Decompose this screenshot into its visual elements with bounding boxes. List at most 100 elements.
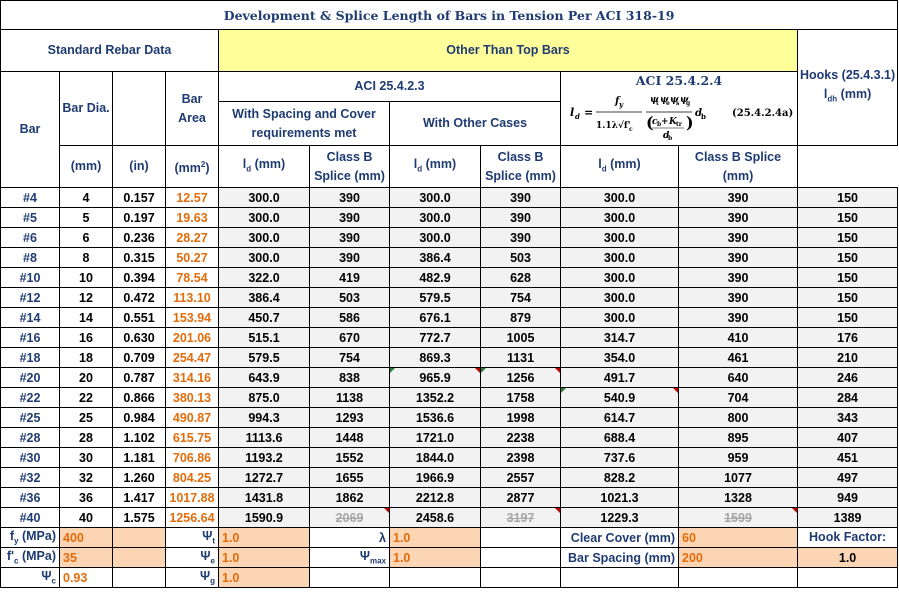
bar-size-cell[interactable]: #18 bbox=[0, 347, 60, 368]
ld-other-cases-cell[interactable]: 869.3 bbox=[389, 347, 481, 368]
hook-length-cell[interactable]: 150 bbox=[796, 227, 899, 248]
splice-spacing-met-cell[interactable]: 670 bbox=[309, 327, 390, 348]
bar-dia-in-cell[interactable]: 0.236 bbox=[112, 227, 166, 248]
splice-other-cases-cell[interactable]: 2238 bbox=[480, 427, 561, 448]
bar-size-cell[interactable]: #12 bbox=[0, 287, 60, 308]
splice-spacing-met-cell[interactable]: 503 bbox=[309, 287, 390, 308]
hook-length-cell[interactable]: 451 bbox=[796, 447, 899, 468]
bar-size-cell[interactable]: #22 bbox=[0, 387, 60, 408]
bar-size-cell[interactable]: #10 bbox=[0, 267, 60, 288]
ld-aci-25-4-2-4-cell[interactable]: 688.4 bbox=[560, 427, 679, 448]
splice-aci-25-4-2-4-cell[interactable]: 704 bbox=[678, 387, 798, 408]
splice-aci-25-4-2-4-cell[interactable]: 390 bbox=[678, 267, 798, 288]
ld-spacing-met-cell[interactable]: 386.4 bbox=[218, 287, 310, 308]
splice-other-cases-cell[interactable]: 3197 bbox=[480, 507, 561, 528]
ld-spacing-met-cell[interactable]: 1113.6 bbox=[218, 427, 310, 448]
hook-length-cell[interactable]: 246 bbox=[796, 367, 899, 388]
ld-other-cases-cell[interactable]: 965.9 bbox=[389, 367, 481, 388]
splice-spacing-met-cell[interactable]: 1138 bbox=[309, 387, 390, 408]
clear-cover-input[interactable]: 60 bbox=[678, 527, 798, 548]
splice-other-cases-cell[interactable]: 1131 bbox=[480, 347, 561, 368]
bar-dia-mm-cell[interactable]: 36 bbox=[59, 487, 113, 508]
bar-area-cell[interactable]: 314.16 bbox=[165, 367, 219, 388]
splice-other-cases-cell[interactable]: 390 bbox=[480, 207, 561, 228]
ld-aci-25-4-2-4-cell[interactable]: 300.0 bbox=[560, 247, 679, 268]
splice-aci-25-4-2-4-cell[interactable]: 1599 bbox=[678, 507, 798, 528]
ld-aci-25-4-2-4-cell[interactable]: 1229.3 bbox=[560, 507, 679, 528]
bar-dia-in-cell[interactable]: 0.787 bbox=[112, 367, 166, 388]
ld-spacing-met-cell[interactable]: 300.0 bbox=[218, 247, 310, 268]
splice-other-cases-cell[interactable]: 628 bbox=[480, 267, 561, 288]
splice-spacing-met-cell[interactable]: 390 bbox=[309, 247, 390, 268]
ld-spacing-met-cell[interactable]: 994.3 bbox=[218, 407, 310, 428]
splice-spacing-met-cell[interactable]: 1552 bbox=[309, 447, 390, 468]
splice-other-cases-cell[interactable]: 1998 bbox=[480, 407, 561, 428]
bar-dia-mm-cell[interactable]: 20 bbox=[59, 367, 113, 388]
ld-aci-25-4-2-4-cell[interactable]: 737.6 bbox=[560, 447, 679, 468]
bar-area-cell[interactable]: 28.27 bbox=[165, 227, 219, 248]
splice-spacing-met-cell[interactable]: 1655 bbox=[309, 467, 390, 488]
splice-spacing-met-cell[interactable]: 1448 bbox=[309, 427, 390, 448]
bar-size-cell[interactable]: #16 bbox=[0, 327, 60, 348]
splice-other-cases-cell[interactable]: 390 bbox=[480, 187, 561, 208]
ld-other-cases-cell[interactable]: 300.0 bbox=[389, 207, 481, 228]
splice-aci-25-4-2-4-cell[interactable]: 390 bbox=[678, 247, 798, 268]
splice-other-cases-cell[interactable]: 754 bbox=[480, 287, 561, 308]
bar-size-cell[interactable]: #25 bbox=[0, 407, 60, 428]
splice-aci-25-4-2-4-cell[interactable]: 390 bbox=[678, 207, 798, 228]
psi-e-input[interactable]: 1.0 bbox=[218, 547, 310, 568]
ld-aci-25-4-2-4-cell[interactable]: 314.7 bbox=[560, 327, 679, 348]
splice-other-cases-cell[interactable]: 2557 bbox=[480, 467, 561, 488]
ld-other-cases-cell[interactable]: 1352.2 bbox=[389, 387, 481, 408]
psi-t-input[interactable]: 1.0 bbox=[218, 527, 310, 548]
splice-aci-25-4-2-4-cell[interactable]: 1328 bbox=[678, 487, 798, 508]
ld-other-cases-cell[interactable]: 2458.6 bbox=[389, 507, 481, 528]
bar-dia-in-cell[interactable]: 0.709 bbox=[112, 347, 166, 368]
ld-spacing-met-cell[interactable]: 875.0 bbox=[218, 387, 310, 408]
bar-dia-in-cell[interactable]: 0.394 bbox=[112, 267, 166, 288]
hook-length-cell[interactable]: 150 bbox=[796, 187, 899, 208]
bar-size-cell[interactable]: #6 bbox=[0, 227, 60, 248]
bar-dia-in-cell[interactable]: 1.417 bbox=[112, 487, 166, 508]
hook-length-cell[interactable]: 497 bbox=[796, 467, 899, 488]
ld-aci-25-4-2-4-cell[interactable]: 300.0 bbox=[560, 267, 679, 288]
splice-aci-25-4-2-4-cell[interactable]: 390 bbox=[678, 287, 798, 308]
ld-spacing-met-cell[interactable]: 322.0 bbox=[218, 267, 310, 288]
bar-size-cell[interactable]: #32 bbox=[0, 467, 60, 488]
ld-aci-25-4-2-4-cell[interactable]: 300.0 bbox=[560, 307, 679, 328]
bar-dia-mm-cell[interactable]: 30 bbox=[59, 447, 113, 468]
bar-area-cell[interactable]: 490.87 bbox=[165, 407, 219, 428]
hook-length-cell[interactable]: 1389 bbox=[796, 507, 899, 528]
ld-other-cases-cell[interactable]: 300.0 bbox=[389, 227, 481, 248]
splice-spacing-met-cell[interactable]: 838 bbox=[309, 367, 390, 388]
ld-spacing-met-cell[interactable]: 1193.2 bbox=[218, 447, 310, 468]
bar-dia-mm-cell[interactable]: 14 bbox=[59, 307, 113, 328]
ld-aci-25-4-2-4-cell[interactable]: 300.0 bbox=[560, 287, 679, 308]
ld-spacing-met-cell[interactable]: 515.1 bbox=[218, 327, 310, 348]
bar-area-cell[interactable]: 1256.64 bbox=[165, 507, 219, 528]
splice-aci-25-4-2-4-cell[interactable]: 1077 bbox=[678, 467, 798, 488]
splice-aci-25-4-2-4-cell[interactable]: 410 bbox=[678, 327, 798, 348]
fy-input[interactable]: 400 bbox=[59, 527, 113, 548]
bar-size-cell[interactable]: #5 bbox=[0, 207, 60, 228]
ld-other-cases-cell[interactable]: 579.5 bbox=[389, 287, 481, 308]
hook-length-cell[interactable]: 176 bbox=[796, 327, 899, 348]
ld-spacing-met-cell[interactable]: 579.5 bbox=[218, 347, 310, 368]
ld-aci-25-4-2-4-cell[interactable]: 354.0 bbox=[560, 347, 679, 368]
bar-dia-mm-cell[interactable]: 28 bbox=[59, 427, 113, 448]
ld-spacing-met-cell[interactable]: 643.9 bbox=[218, 367, 310, 388]
hook-length-cell[interactable]: 949 bbox=[796, 487, 899, 508]
bar-dia-mm-cell[interactable]: 25 bbox=[59, 407, 113, 428]
ld-other-cases-cell[interactable]: 1721.0 bbox=[389, 427, 481, 448]
ld-other-cases-cell[interactable]: 482.9 bbox=[389, 267, 481, 288]
ld-aci-25-4-2-4-cell[interactable]: 540.9 bbox=[560, 387, 679, 408]
ld-spacing-met-cell[interactable]: 450.7 bbox=[218, 307, 310, 328]
bar-area-cell[interactable]: 615.75 bbox=[165, 427, 219, 448]
hook-length-cell[interactable]: 210 bbox=[796, 347, 899, 368]
splice-spacing-met-cell[interactable]: 586 bbox=[309, 307, 390, 328]
bar-area-cell[interactable]: 113.10 bbox=[165, 287, 219, 308]
bar-dia-in-cell[interactable]: 0.984 bbox=[112, 407, 166, 428]
splice-other-cases-cell[interactable]: 2398 bbox=[480, 447, 561, 468]
hook-factor-input[interactable]: 1.0 bbox=[796, 547, 899, 568]
bar-area-cell[interactable]: 254.47 bbox=[165, 347, 219, 368]
